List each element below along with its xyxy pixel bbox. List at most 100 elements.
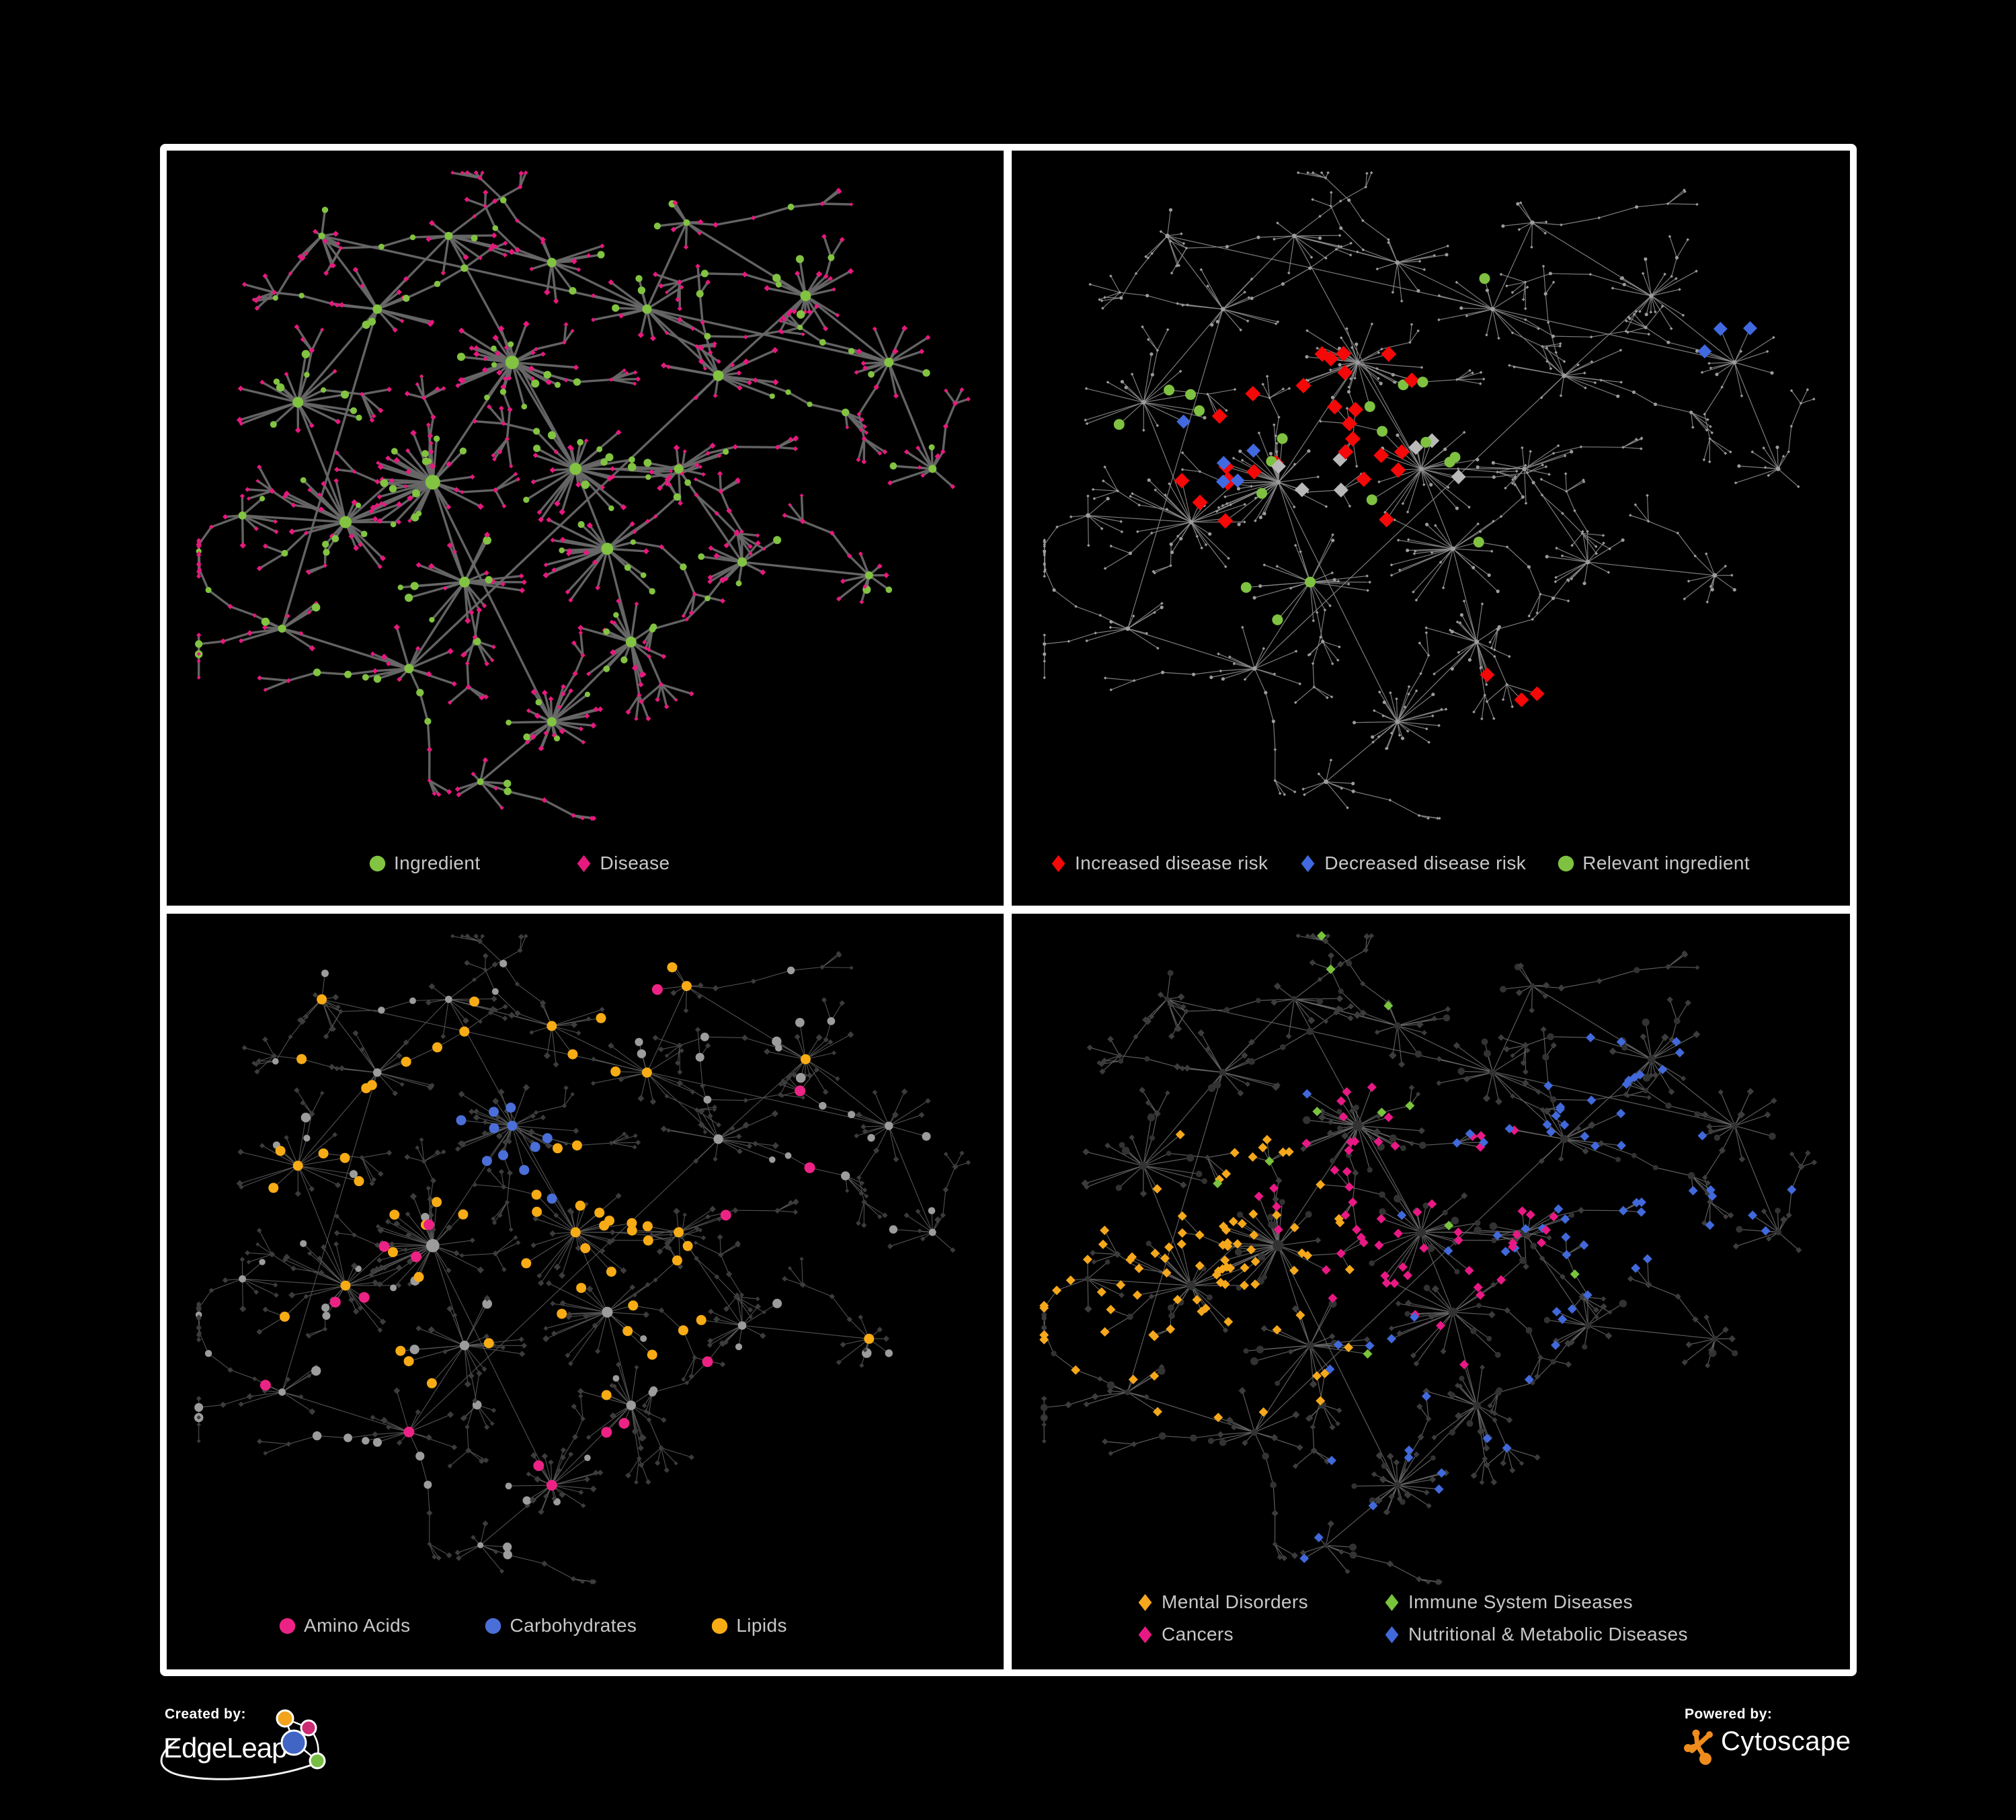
node-diamond [1703, 1314, 1709, 1320]
node-diamond [541, 690, 548, 696]
node-diamond [353, 1308, 360, 1315]
node-diamond [1294, 649, 1298, 653]
node-diamond [1371, 1471, 1377, 1477]
node-circle [458, 1209, 469, 1220]
node-diamond [548, 696, 554, 702]
node-diamond [1164, 493, 1167, 497]
node-circle [1223, 1006, 1230, 1013]
node-diamond [453, 1250, 460, 1257]
node-circle [390, 521, 397, 528]
node-diamond [1582, 478, 1585, 482]
node-circle [456, 352, 466, 361]
node-diamond [1383, 1509, 1391, 1515]
node-diamond [1329, 204, 1332, 208]
node-diamond [832, 287, 836, 292]
node-diamond [1265, 374, 1269, 378]
node-diamond [632, 1144, 637, 1150]
node-diamond [1483, 1444, 1490, 1452]
node-diamond [1218, 1240, 1228, 1250]
node-circle [1160, 605, 1164, 610]
node-diamond [1319, 635, 1322, 639]
node-diamond [1367, 1082, 1377, 1093]
node-diamond [1197, 1306, 1207, 1316]
node-diamond [1336, 580, 1340, 583]
node-diamond [1580, 1132, 1590, 1142]
node-diamond [436, 792, 442, 797]
node-diamond [1281, 387, 1285, 391]
node-diamond [675, 296, 681, 303]
node-diamond [495, 1132, 503, 1140]
hub-node-circle [1395, 719, 1400, 724]
node-circle [795, 1072, 806, 1083]
node-diamond [1246, 464, 1262, 480]
node-diamond [1509, 1125, 1519, 1136]
node-diamond [530, 1242, 536, 1249]
node-diamond [1522, 1041, 1529, 1050]
node-diamond [1041, 1439, 1047, 1444]
node-circle [1736, 1226, 1743, 1233]
node-diamond [862, 1347, 868, 1353]
node-diamond [883, 572, 889, 578]
node-diamond [446, 542, 453, 549]
node-diamond [1695, 202, 1699, 206]
node-diamond [600, 1248, 606, 1254]
node-diamond [735, 529, 739, 534]
hub-node-circle [1731, 1121, 1739, 1130]
node-diamond [1250, 1279, 1260, 1290]
node-diamond [1397, 1210, 1407, 1220]
node-diamond [352, 266, 359, 273]
node-diamond [1106, 1388, 1114, 1394]
node-diamond [1243, 520, 1246, 524]
node-diamond [1219, 1222, 1229, 1232]
hub-node-circle [884, 358, 894, 367]
node-diamond [1101, 1058, 1108, 1064]
node-diamond [1104, 1142, 1111, 1149]
node-diamond [1330, 571, 1334, 575]
node-circle [1616, 394, 1620, 398]
node-circle [503, 787, 512, 795]
node-diamond [508, 1227, 514, 1232]
node-circle [1347, 198, 1351, 202]
node-circle [531, 1189, 542, 1200]
node-diamond [1730, 573, 1734, 577]
node-diamond [237, 1148, 244, 1155]
node-circle [1642, 1074, 1651, 1082]
node-circle [261, 617, 270, 626]
node-diamond [1309, 959, 1316, 966]
node-diamond [1693, 1031, 1701, 1038]
node-diamond [1347, 1015, 1354, 1021]
node-diamond [1338, 645, 1341, 649]
node-diamond [509, 464, 514, 469]
node-diamond [465, 1424, 470, 1430]
node-diamond [530, 1113, 536, 1119]
hub-node-circle [642, 304, 652, 314]
node-diamond [1485, 333, 1488, 337]
node-diamond [393, 1387, 401, 1394]
circle-marker-icon [1558, 855, 1574, 871]
hub-node-circle [737, 1321, 747, 1330]
network-graph-disease-risk [1043, 171, 1816, 820]
node-diamond [1142, 428, 1145, 432]
node-diamond [1761, 1208, 1767, 1214]
node-diamond [479, 695, 485, 701]
node-circle [1255, 998, 1261, 1004]
node-diamond [1243, 290, 1246, 294]
node-diamond [1164, 1242, 1174, 1252]
node-diamond [1529, 1007, 1535, 1014]
node-circle [1417, 377, 1428, 388]
node-diamond [942, 424, 949, 430]
node-circle [460, 264, 469, 272]
legend-molecule-classes: Amino Acids Carbohydrates Lipids [278, 1615, 787, 1636]
node-diamond [1160, 602, 1164, 605]
node-diamond [1091, 1259, 1097, 1265]
node-diamond [1082, 1148, 1090, 1156]
node-diamond [1543, 1107, 1551, 1115]
node-diamond [1085, 639, 1088, 643]
node-diamond [862, 1187, 868, 1193]
node-diamond [459, 1140, 467, 1148]
node-diamond [1787, 1185, 1797, 1195]
hub-node-circle [1164, 996, 1170, 1002]
node-diamond [1520, 1059, 1527, 1066]
node-circle [723, 448, 729, 455]
node-diamond [612, 1384, 617, 1389]
